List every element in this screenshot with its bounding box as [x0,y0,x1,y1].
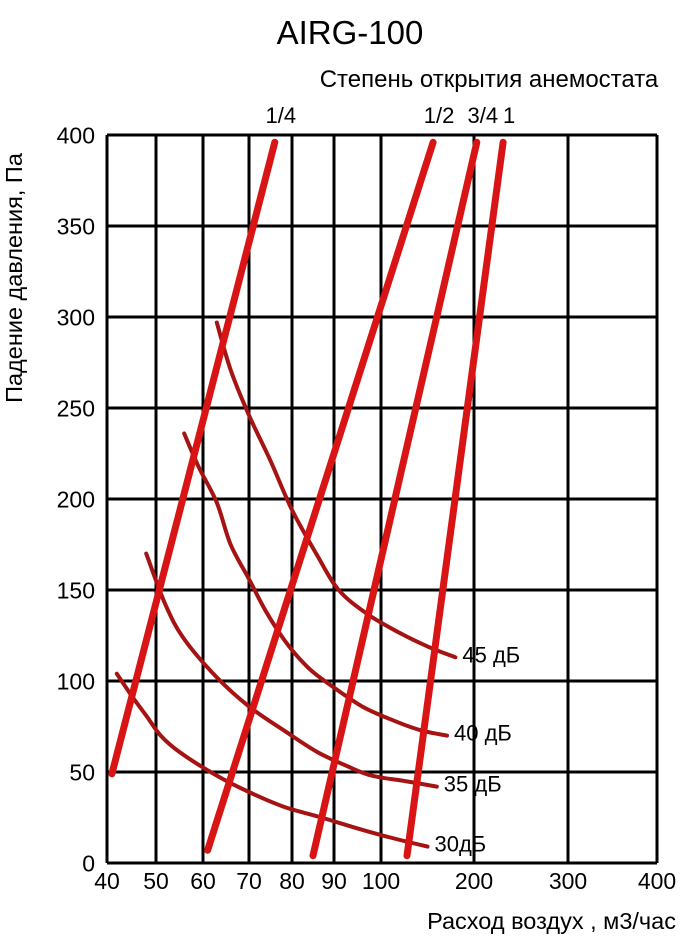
noise-curve-label-3: 35 дБ [444,772,502,797]
noise-curve-label-4: 30дБ [435,832,487,857]
opening-line-label-4: 1 [503,103,515,128]
y-tick-label-300: 300 [57,305,95,331]
grid [105,133,659,865]
opening-line-label-3: 3/4 [468,103,499,128]
opening-line-2 [204,138,437,854]
opening-line-1 [108,138,279,778]
y-tick-label-200: 200 [57,487,95,513]
x-tick-label-60: 60 [190,868,216,894]
x-tick-label-100: 100 [362,868,400,894]
x-tick-label-40: 40 [94,868,120,894]
opening-line-3 [309,138,481,860]
y-tick-label-150: 150 [57,578,95,604]
y-tick-label-50: 50 [69,760,95,786]
x-tick-label-80: 80 [279,868,305,894]
x-tick-label-300: 300 [549,868,587,894]
noise-curves [114,320,458,849]
y-tick-label-250: 250 [57,396,95,422]
y-tick-label-350: 350 [57,214,95,240]
y-tick-label-0: 0 [82,851,95,877]
opening-line-label-1: 1/4 [266,103,297,128]
curve-labels: 45 дБ 40 дБ 35 дБ 30дБ 1/4 1/2 3/4 1 [266,103,521,857]
axis-tick-labels: 40 50 60 70 80 90 100 200 300 400 0 50 100 150 200 250 3… [57,123,677,895]
x-tick-label-70: 70 [236,868,262,894]
noise-curve-2 [182,431,449,738]
y-tick-label-100: 100 [57,669,95,695]
chart-subtitle: Степень открытия анемостата [320,66,659,93]
opening-line-4 [403,138,507,860]
noise-curve-1 [214,320,458,660]
x-tick-label-400: 400 [638,868,676,894]
noise-curve-label-2: 40 дБ [454,721,512,746]
y-axis-title: Падение давления, Па [1,152,27,403]
x-tick-label-90: 90 [321,868,347,894]
x-tick-label-50: 50 [143,868,169,894]
opening-line-label-2: 1/2 [424,103,455,128]
opening-curves [108,138,507,860]
x-tick-label-200: 200 [455,868,493,894]
noise-curve-label-1: 45 дБ [462,642,520,667]
noise-curve-3 [144,551,439,789]
x-axis-title: Расход воздух , м3/час [427,908,676,934]
y-tick-label-400: 400 [57,123,95,149]
chart-title: AIRG-100 [277,14,424,51]
noise-curve-4 [114,671,430,849]
